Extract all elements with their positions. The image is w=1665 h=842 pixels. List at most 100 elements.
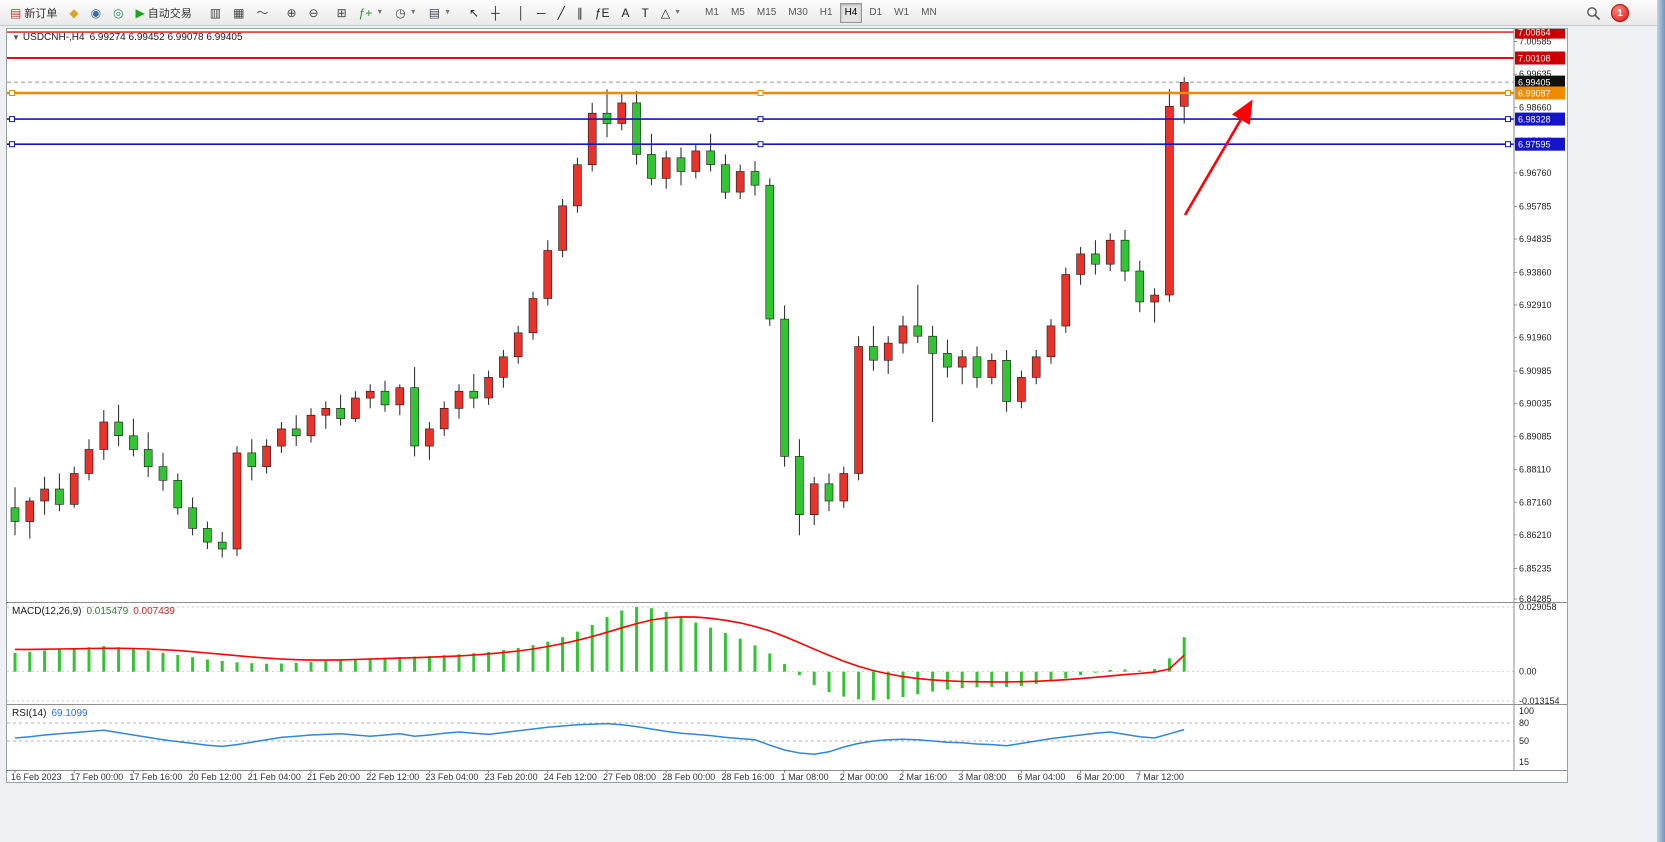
zoom-in-button[interactable]: ⊕ xyxy=(281,1,301,24)
timeframe-m1[interactable]: M1 xyxy=(705,7,719,18)
macd-histogram-bar xyxy=(1093,671,1097,673)
candle-body xyxy=(573,164,582,207)
indicators-button[interactable]: ƒ+ ▼ xyxy=(354,1,389,24)
market-watch-button[interactable]: ◆ xyxy=(64,1,83,24)
channel-button[interactable]: ∥ xyxy=(572,1,588,24)
macd-histogram-bar xyxy=(413,656,417,672)
macd-histogram-bar xyxy=(738,638,742,672)
timeframe-m5[interactable]: M5 xyxy=(730,7,745,18)
notification-badge[interactable]: 1 xyxy=(1611,4,1629,22)
candle-body xyxy=(25,500,35,522)
chart-canvas[interactable]: 7.005856.996356.986606.976856.967606.957… xyxy=(7,29,1567,782)
line-handle[interactable] xyxy=(9,90,15,96)
candle-body xyxy=(632,102,641,155)
candle-body xyxy=(1031,356,1041,378)
new-order-button[interactable]: ▤ 新订单 xyxy=(5,1,62,24)
line-handle[interactable] xyxy=(9,141,15,148)
svg-text:80: 80 xyxy=(1519,718,1529,728)
macd-histogram-bar xyxy=(812,671,816,686)
macd-histogram-bar xyxy=(131,648,135,672)
line-chart-button[interactable]: ～ xyxy=(251,1,273,24)
candlestick-button[interactable]: ▦ xyxy=(228,1,249,24)
candle-body xyxy=(839,473,849,502)
candlestick-icon: ▦ xyxy=(233,5,245,20)
search-icon[interactable] xyxy=(1586,6,1601,21)
profiles-icon: ◉ xyxy=(90,5,102,20)
timeframe-w1[interactable]: W1 xyxy=(894,7,910,18)
macd-histogram-bar xyxy=(339,660,343,672)
macd-histogram-bar xyxy=(546,641,550,672)
timeframe-m15[interactable]: M15 xyxy=(756,7,777,18)
horizontal-line-button[interactable]: ─ xyxy=(532,1,551,24)
indicators-icon: ƒ+ xyxy=(358,5,373,20)
candle-body xyxy=(55,488,64,505)
bar-chart-icon: ▥ xyxy=(209,5,222,20)
line-handle[interactable] xyxy=(757,90,764,96)
timeframe-m30[interactable]: M30 xyxy=(788,7,808,18)
macd-histogram-bar xyxy=(1079,671,1083,675)
svg-text:6.87160: 6.87160 xyxy=(1519,497,1552,507)
price-badge xyxy=(1515,75,1565,89)
svg-text:27 Feb 08:00: 27 Feb 08:00 xyxy=(603,772,656,782)
cursor-button[interactable]: ↖ xyxy=(464,1,484,24)
macd-histogram-bar xyxy=(516,647,520,672)
macd-histogram-bar xyxy=(353,659,357,672)
templates-button[interactable]: ▤ ▼ xyxy=(424,1,456,24)
timeframe-h1[interactable]: H1 xyxy=(819,7,833,18)
candle-body xyxy=(454,390,464,409)
svg-text:17 Feb 16:00: 17 Feb 16:00 xyxy=(129,772,182,782)
time-axis[interactable]: 16 Feb 2023 17 Feb 00:00 17 Feb 16:00 20 Fe… xyxy=(11,770,1184,782)
line-handle[interactable] xyxy=(9,116,15,123)
candle-body xyxy=(10,507,20,522)
candle-body xyxy=(913,325,923,337)
text-button[interactable]: A xyxy=(617,1,635,24)
line-handle[interactable] xyxy=(1505,116,1511,123)
macd-histogram-bar xyxy=(205,659,209,672)
zoom-out-button[interactable]: ⊖ xyxy=(304,1,324,24)
candle-body xyxy=(1061,274,1071,327)
label-button[interactable]: T xyxy=(637,1,654,24)
periods-button[interactable]: ◷ ▼ xyxy=(390,1,421,24)
fibonacci-button[interactable]: ƒE xyxy=(590,1,615,24)
cursor-icon: ↖ xyxy=(469,5,480,20)
window-edge-scrollbar[interactable] xyxy=(1657,0,1665,842)
macd-histogram-bar xyxy=(398,657,402,672)
trend-arrow[interactable] xyxy=(1183,99,1253,216)
autotrading-button[interactable]: ▶ 自动交易 xyxy=(131,1,197,24)
vertical-line-button[interactable]: │ xyxy=(513,1,531,24)
timeframe-d1[interactable]: D1 xyxy=(869,7,883,18)
signals-button[interactable]: ◎ xyxy=(108,1,128,24)
candle-body xyxy=(558,205,567,251)
timeframe-h4[interactable]: H4 xyxy=(839,2,863,23)
svg-text:7 Mar 12:00: 7 Mar 12:00 xyxy=(1136,772,1184,782)
candle-body xyxy=(513,332,523,358)
svg-text:0.029058: 0.029058 xyxy=(1519,602,1557,612)
macd-histogram-bar xyxy=(265,663,269,672)
macd-histogram-bar xyxy=(1123,669,1127,672)
tile-windows-button[interactable]: ⊞ xyxy=(332,1,352,24)
chevron-down-icon: ▼ xyxy=(409,9,417,16)
macd-histogram-bar xyxy=(590,624,594,672)
svg-text:6.88110: 6.88110 xyxy=(1519,465,1551,475)
macd-histogram-bar xyxy=(664,612,668,672)
price-scale[interactable]: 7.005856.996356.986606.976856.967606.957… xyxy=(1513,29,1565,770)
crosshair-button[interactable]: ┼ xyxy=(486,1,505,24)
timeframe-mn[interactable]: MN xyxy=(921,7,937,18)
shapes-button[interactable]: △ ▼ xyxy=(656,1,686,24)
line-handle[interactable] xyxy=(1505,90,1511,96)
candle-body xyxy=(854,346,863,474)
line-handle[interactable] xyxy=(757,141,764,148)
svg-text:6.90035: 6.90035 xyxy=(1519,399,1552,409)
candle-body xyxy=(247,452,257,467)
profiles-button[interactable]: ◉ xyxy=(86,1,106,24)
candle-body xyxy=(721,164,730,193)
macd-histogram-bar xyxy=(57,649,61,672)
candle-body xyxy=(957,356,967,368)
svg-text:2 Mar 00:00: 2 Mar 00:00 xyxy=(840,772,888,782)
svg-text:6.85235: 6.85235 xyxy=(1519,563,1552,573)
line-handle[interactable] xyxy=(757,116,764,123)
trendline-button[interactable]: ╱ xyxy=(553,1,570,24)
bar-chart-button[interactable]: ▥ xyxy=(205,1,226,24)
zoom-out-icon: ⊖ xyxy=(308,5,319,20)
line-handle[interactable] xyxy=(1505,141,1511,148)
